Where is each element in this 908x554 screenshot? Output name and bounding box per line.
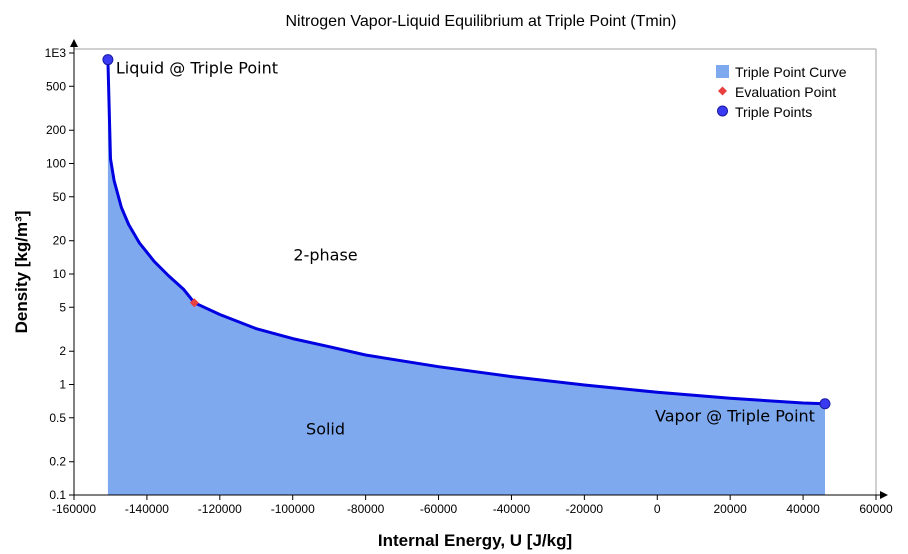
annotation-two-phase-region: 2-phase [293,246,357,265]
legend-label-triple-point-curve: Triple Point Curve [735,64,847,80]
y-tick-label: 0.2 [49,455,66,469]
y-tick-label: 5 [59,300,66,314]
plot-area: Liquid @ Triple Point Vapor @ Triple Poin… [74,48,877,495]
y-tick-label: 1 [59,378,66,392]
y-axis-arrow [70,39,78,47]
y-axis-title: Density [kg/m³] [12,211,31,334]
legend: Triple Point Curve Evaluation Point Trip… [716,64,847,120]
y-tick-label: 2 [59,344,66,358]
x-tick-label: -20000 [566,502,604,516]
y-tick-label: 1E3 [45,46,67,60]
x-axis-arrow [880,491,888,499]
x-tick-label: -140000 [125,502,169,516]
legend-swatch-triple-point-curve [716,65,729,78]
legend-marker-evaluation-point [718,86,727,96]
y-tick-label: 0.1 [49,488,66,502]
annotations: Liquid @ Triple Point Vapor @ Triple Poin… [116,59,815,439]
annotation-liquid-triple-point: Liquid @ Triple Point [116,59,278,78]
annotation-vapor-triple-point: Vapor @ Triple Point [655,407,815,426]
x-axis-title: Internal Energy, U [J/kg] [378,531,572,550]
y-tick-label: 100 [46,157,66,171]
annotation-solid-region: Solid [306,419,345,438]
chart-title: Nitrogen Vapor-Liquid Equilibrium at Tri… [286,13,677,30]
y-tick-label: 10 [53,267,67,281]
x-tick-label: -80000 [347,502,385,516]
legend-label-evaluation-point: Evaluation Point [735,84,836,100]
y-tick-label: 0.5 [49,411,66,425]
x-tick-label: 40000 [786,502,820,516]
legend-marker-triple-points [717,105,728,117]
y-tick-label: 50 [53,190,67,204]
y-axis: 0.1 0.2 0.5 1 2 5 10 20 50 100 200 500 1E3 Density [… [12,39,78,502]
x-tick-label: -100000 [271,502,315,516]
markers [102,54,831,410]
y-ticks: 0.1 0.2 0.5 1 2 5 10 20 50 100 200 500 1E3 [45,46,74,502]
x-tick-label: -120000 [198,502,242,516]
x-tick-label: -60000 [420,502,458,516]
triple-point-curve-line [106,59,826,406]
x-tick-label: 60000 [859,502,893,516]
x-tick-label: -40000 [493,502,531,516]
y-tick-label: 500 [46,79,66,93]
evaluation-point-marker [189,298,199,308]
x-axis: -160000 -140000 -120000 -100000 -80000 -60000… [52,491,893,550]
triple-point-marker [819,398,831,410]
triple-point-marker [102,54,114,66]
x-tick-label: -160000 [52,502,96,516]
legend-label-triple-points: Triple Points [735,104,812,120]
solid-region-area [107,59,825,495]
y-tick-label: 200 [46,123,66,137]
x-tick-label: 0 [654,502,661,516]
x-ticks: -160000 -140000 -120000 -100000 -80000 -60000… [52,495,893,516]
x-tick-label: 20000 [713,502,747,516]
y-tick-label: 20 [53,234,67,248]
